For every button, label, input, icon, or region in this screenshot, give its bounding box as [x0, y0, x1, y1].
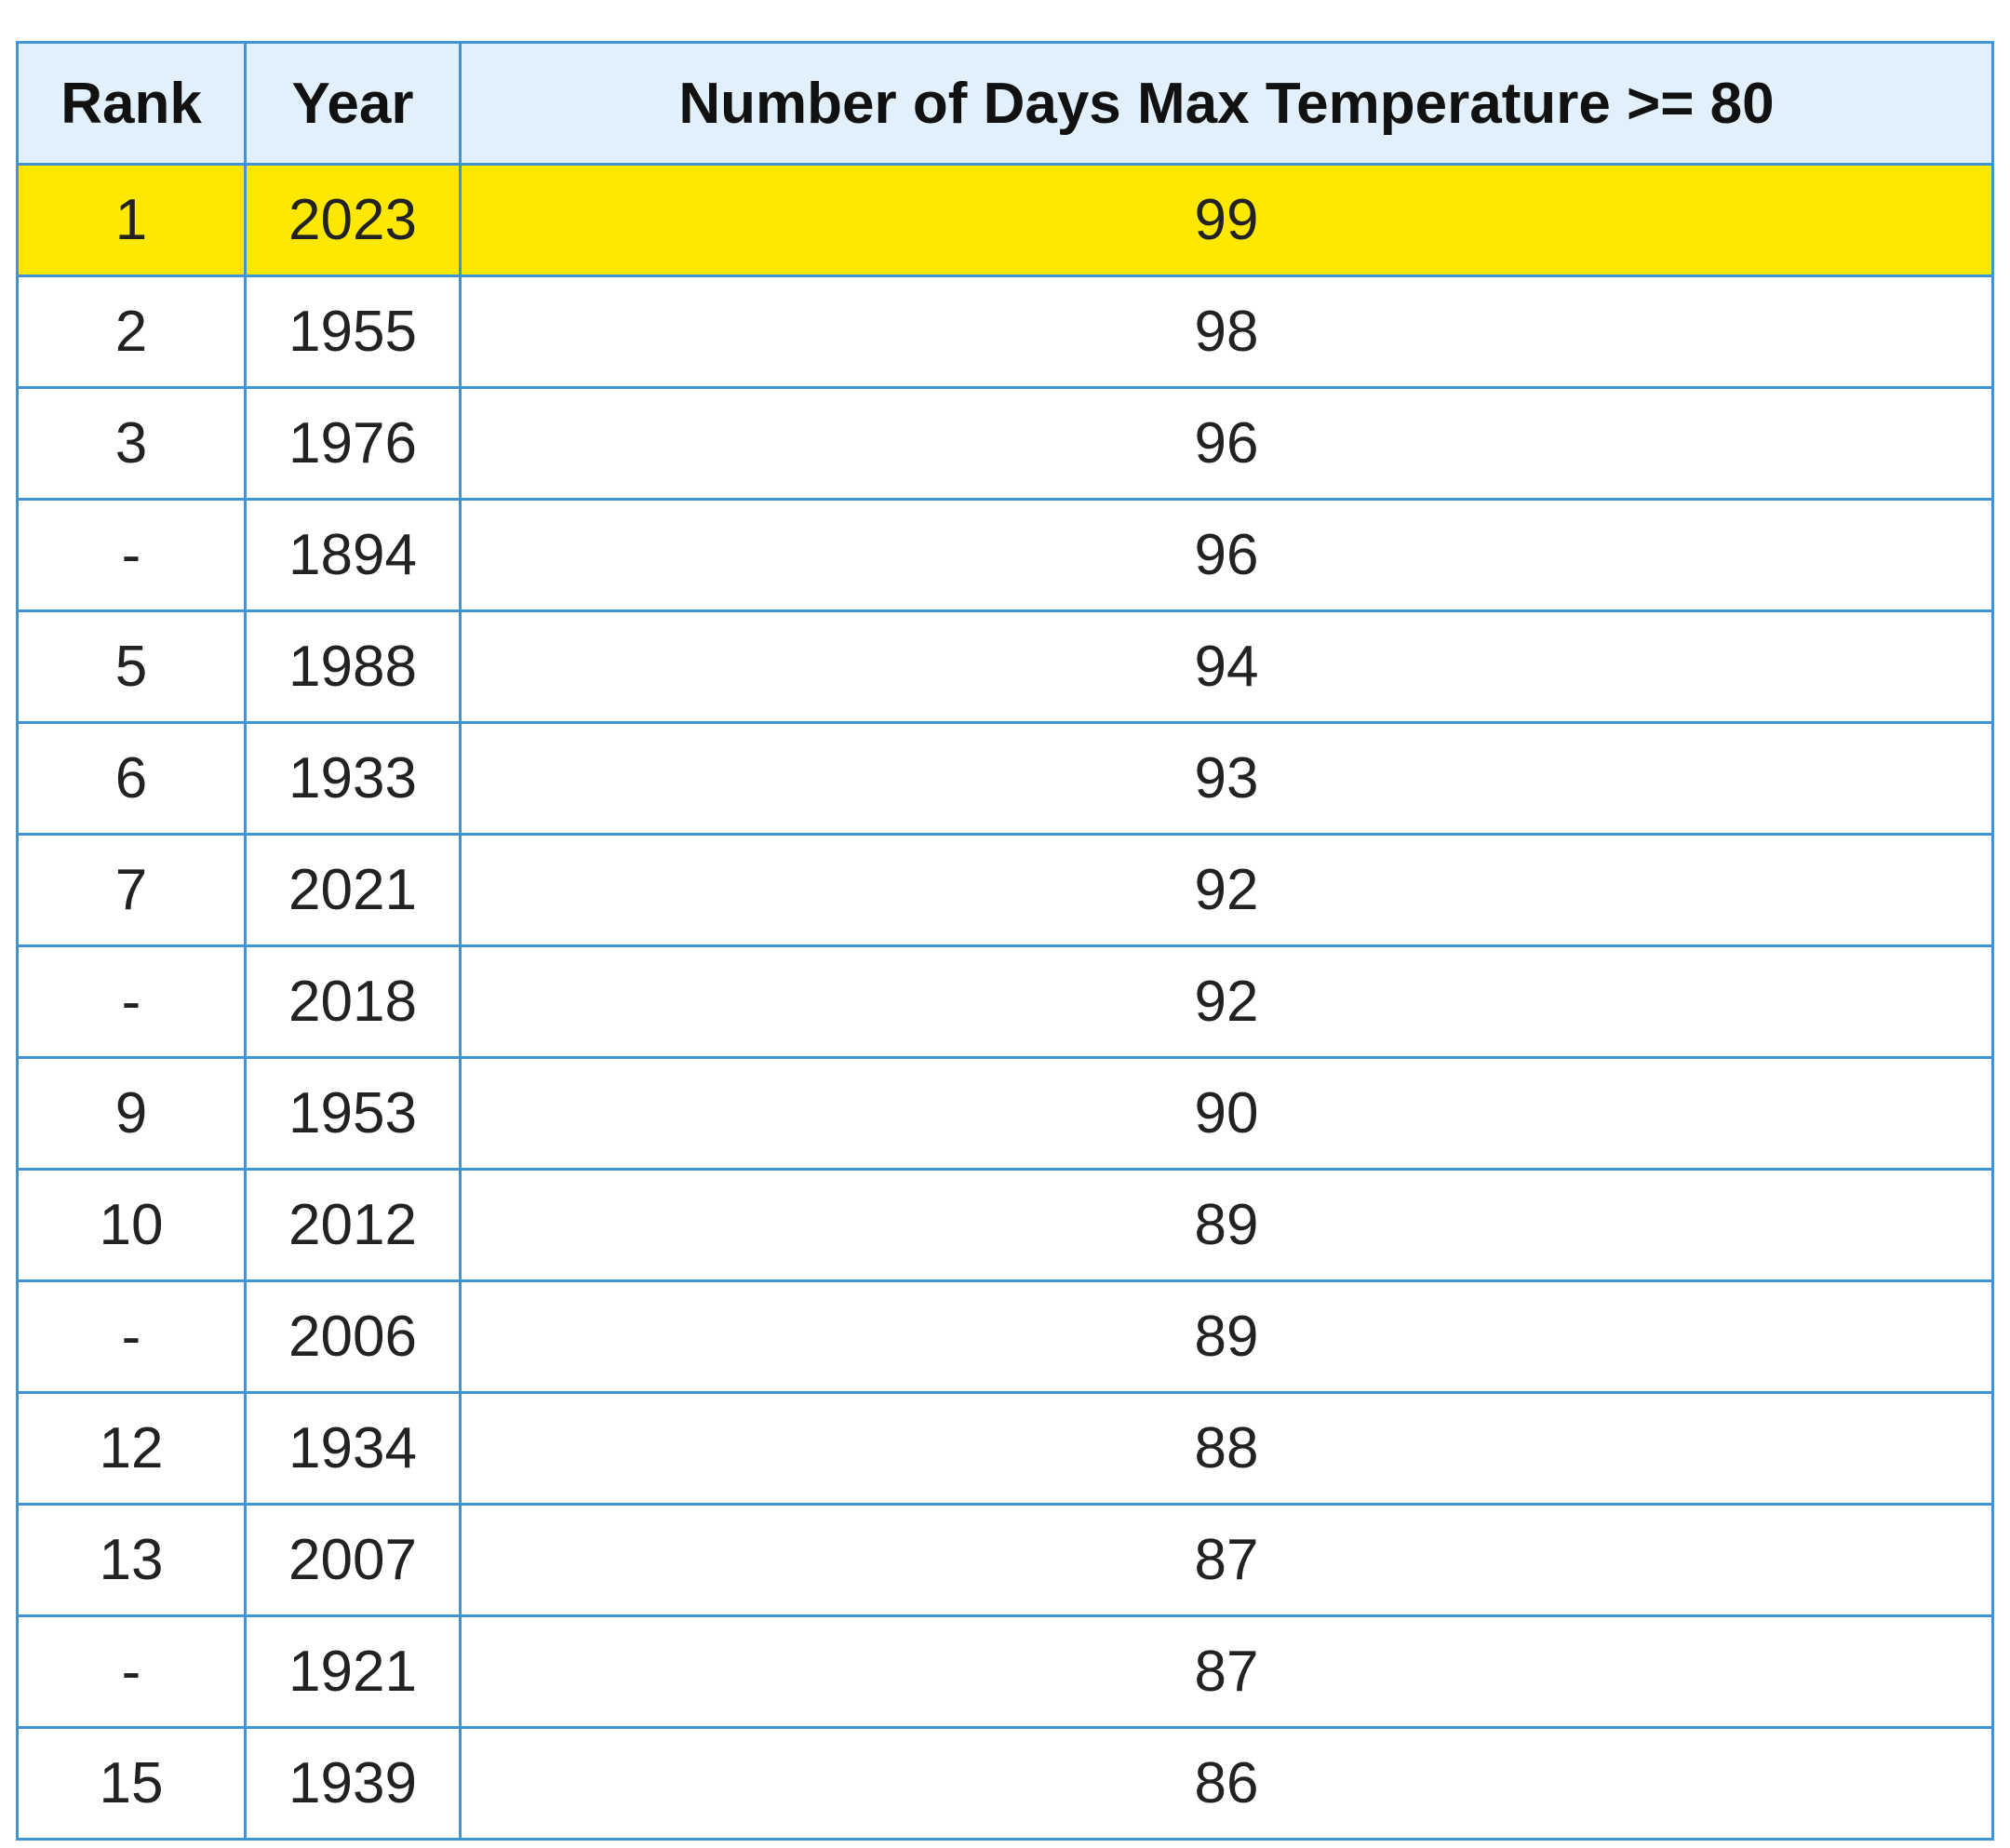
table-cell: 94: [459, 609, 1994, 724]
table-row: 13 2007 87: [16, 1503, 1994, 1617]
table-container: Rank Year Number of Days Max Temperature >…: [16, 41, 1994, 1841]
table-cell: 1955: [244, 275, 462, 389]
table-cell: 1933: [244, 721, 462, 836]
table-row: 2 1955 98: [16, 275, 1994, 389]
table-row: -2006 89: [16, 1279, 1994, 1394]
table-cell: 2: [16, 275, 247, 389]
header-row: Rank Year Number of Days Max Temperature >…: [16, 41, 1994, 166]
table-body: 1 2023 99 2 1955 98 3 1976 96-1894 96 5 1988 94 6 1933…: [16, 163, 1994, 1841]
table-cell: 12: [16, 1391, 247, 1506]
table-cell: 93: [459, 721, 1994, 836]
table-cell: -: [16, 498, 247, 612]
table-cell: 3: [16, 386, 247, 501]
table-cell: 1953: [244, 1056, 462, 1171]
table-cell: 92: [459, 833, 1994, 947]
table-row: -2018 92: [16, 944, 1994, 1059]
table-row: 6 1933 93: [16, 721, 1994, 836]
table-cell: 86: [459, 1726, 1994, 1841]
table-cell: 96: [459, 498, 1994, 612]
table-cell: 10: [16, 1168, 247, 1282]
table-row: 7 2021 92: [16, 833, 1994, 947]
table-cell: 15: [16, 1726, 247, 1841]
table-cell: -: [16, 944, 247, 1059]
table-cell: 2006: [244, 1279, 462, 1394]
table-cell: 2012: [244, 1168, 462, 1282]
column-header: Number of Days Max Temperature >= 80: [459, 41, 1994, 166]
table-cell: 1934: [244, 1391, 462, 1506]
table-row: 10 2012 89: [16, 1168, 1994, 1282]
table-cell: 7: [16, 833, 247, 947]
table-row: 3 1976 96: [16, 386, 1994, 501]
table-cell: 90: [459, 1056, 1994, 1171]
table-cell: 1988: [244, 609, 462, 724]
table-cell: 1939: [244, 1726, 462, 1841]
table-cell: 96: [459, 386, 1994, 501]
table-row: 15 1939 86: [16, 1726, 1994, 1841]
table-cell: 2023: [244, 163, 462, 277]
table-cell: 2018: [244, 944, 462, 1059]
table-row: 1 2023 99: [16, 163, 1994, 277]
table-row: -1921 87: [16, 1614, 1994, 1729]
table-cell: 89: [459, 1168, 1994, 1282]
table-cell: -: [16, 1614, 247, 1729]
table-cell: 5: [16, 609, 247, 724]
table-cell: 6: [16, 721, 247, 836]
table-cell: 88: [459, 1391, 1994, 1506]
table-cell: 2007: [244, 1503, 462, 1617]
table-cell: 87: [459, 1614, 1994, 1729]
table-cell: 9: [16, 1056, 247, 1171]
table-row: -1894 96: [16, 498, 1994, 612]
table-cell: 13: [16, 1503, 247, 1617]
table-row: 9 1953 90: [16, 1056, 1994, 1171]
table-cell: 1894: [244, 498, 462, 612]
table-cell: 2021: [244, 833, 462, 947]
table-cell: 1921: [244, 1614, 462, 1729]
table-cell: 1: [16, 163, 247, 277]
table-cell: 1976: [244, 386, 462, 501]
column-header: Year: [244, 41, 462, 166]
table-header: Rank Year Number of Days Max Temperature >…: [16, 41, 1994, 166]
table-cell: 87: [459, 1503, 1994, 1617]
table-cell: -: [16, 1279, 247, 1394]
table-cell: 98: [459, 275, 1994, 389]
table-cell: 99: [459, 163, 1994, 277]
table-row: 5 1988 94: [16, 609, 1994, 724]
table-row: 12 1934 88: [16, 1391, 1994, 1506]
table-cell: 92: [459, 944, 1994, 1059]
records-table: Rank Year Number of Days Max Temperature >…: [16, 41, 1994, 1841]
column-header: Rank: [16, 41, 247, 166]
table-cell: 89: [459, 1279, 1994, 1394]
